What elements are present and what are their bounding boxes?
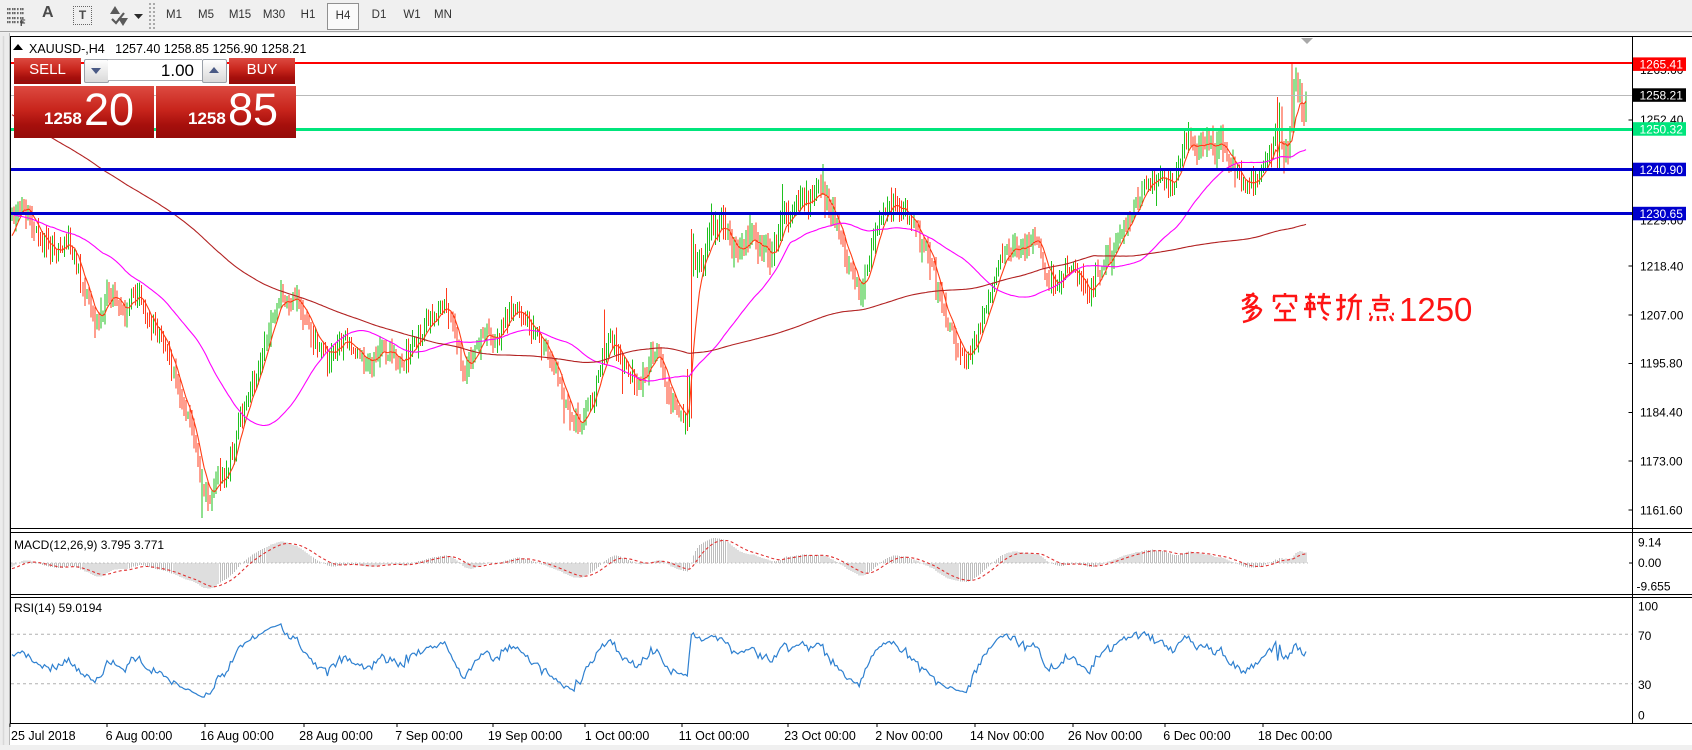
svg-text:1173.00: 1173.00 — [1640, 454, 1683, 468]
svg-text:23 Oct 00:00: 23 Oct 00:00 — [784, 729, 856, 743]
svg-text:25 Jul 2018: 25 Jul 2018 — [11, 729, 76, 743]
svg-text:1265.41: 1265.41 — [1640, 58, 1684, 72]
svg-text:RSI(14) 59.0194: RSI(14) 59.0194 — [14, 601, 102, 615]
svg-text:7 Sep 00:00: 7 Sep 00:00 — [395, 729, 462, 743]
svg-text:-9.655: -9.655 — [1637, 580, 1671, 594]
svg-text:1250.32: 1250.32 — [1640, 123, 1684, 137]
svg-text:2 Nov 00:00: 2 Nov 00:00 — [875, 729, 942, 743]
svg-text:F: F — [20, 18, 26, 27]
svg-text:30: 30 — [1638, 678, 1652, 692]
svg-text:1258.21: 1258.21 — [1640, 89, 1684, 103]
svg-text:14 Nov 00:00: 14 Nov 00:00 — [970, 729, 1044, 743]
svg-text:0: 0 — [1638, 709, 1645, 723]
svg-text:XAUUSD-,H4 1257.40 1258.85 1: XAUUSD-,H4 1257.40 1258.85 1256.90 1258.… — [29, 42, 306, 56]
svg-text:28 Aug 00:00: 28 Aug 00:00 — [299, 729, 373, 743]
svg-text:MACD(12,26,9) 3.795 3.771: MACD(12,26,9) 3.795 3.771 — [14, 538, 164, 552]
svg-text:19 Sep 00:00: 19 Sep 00:00 — [488, 729, 562, 743]
svg-text:1161.60: 1161.60 — [1640, 503, 1683, 517]
svg-text:1218.40: 1218.40 — [1640, 259, 1684, 273]
svg-text:1195.80: 1195.80 — [1640, 357, 1683, 371]
svg-text:6 Aug 00:00: 6 Aug 00:00 — [106, 729, 173, 743]
svg-text:1240.90: 1240.90 — [1640, 163, 1684, 177]
svg-text:0.00: 0.00 — [1638, 556, 1662, 570]
svg-text:70: 70 — [1638, 629, 1652, 643]
svg-text:18 Dec 00:00: 18 Dec 00:00 — [1258, 729, 1332, 743]
svg-text:6 Dec 00:00: 6 Dec 00:00 — [1163, 729, 1230, 743]
svg-text:1184.40: 1184.40 — [1640, 406, 1683, 420]
svg-text:100: 100 — [1638, 600, 1658, 614]
svg-text:9.14: 9.14 — [1638, 536, 1662, 550]
svg-text:1 Oct 00:00: 1 Oct 00:00 — [585, 729, 650, 743]
svg-text:1207.00: 1207.00 — [1640, 308, 1684, 322]
svg-text:16 Aug 00:00: 16 Aug 00:00 — [200, 729, 274, 743]
svg-text:1230.65: 1230.65 — [1640, 207, 1684, 221]
svg-text:11 Oct 00:00: 11 Oct 00:00 — [679, 729, 750, 743]
svg-text:1250: 1250 — [1399, 291, 1472, 328]
svg-text:26 Nov 00:00: 26 Nov 00:00 — [1068, 729, 1142, 743]
